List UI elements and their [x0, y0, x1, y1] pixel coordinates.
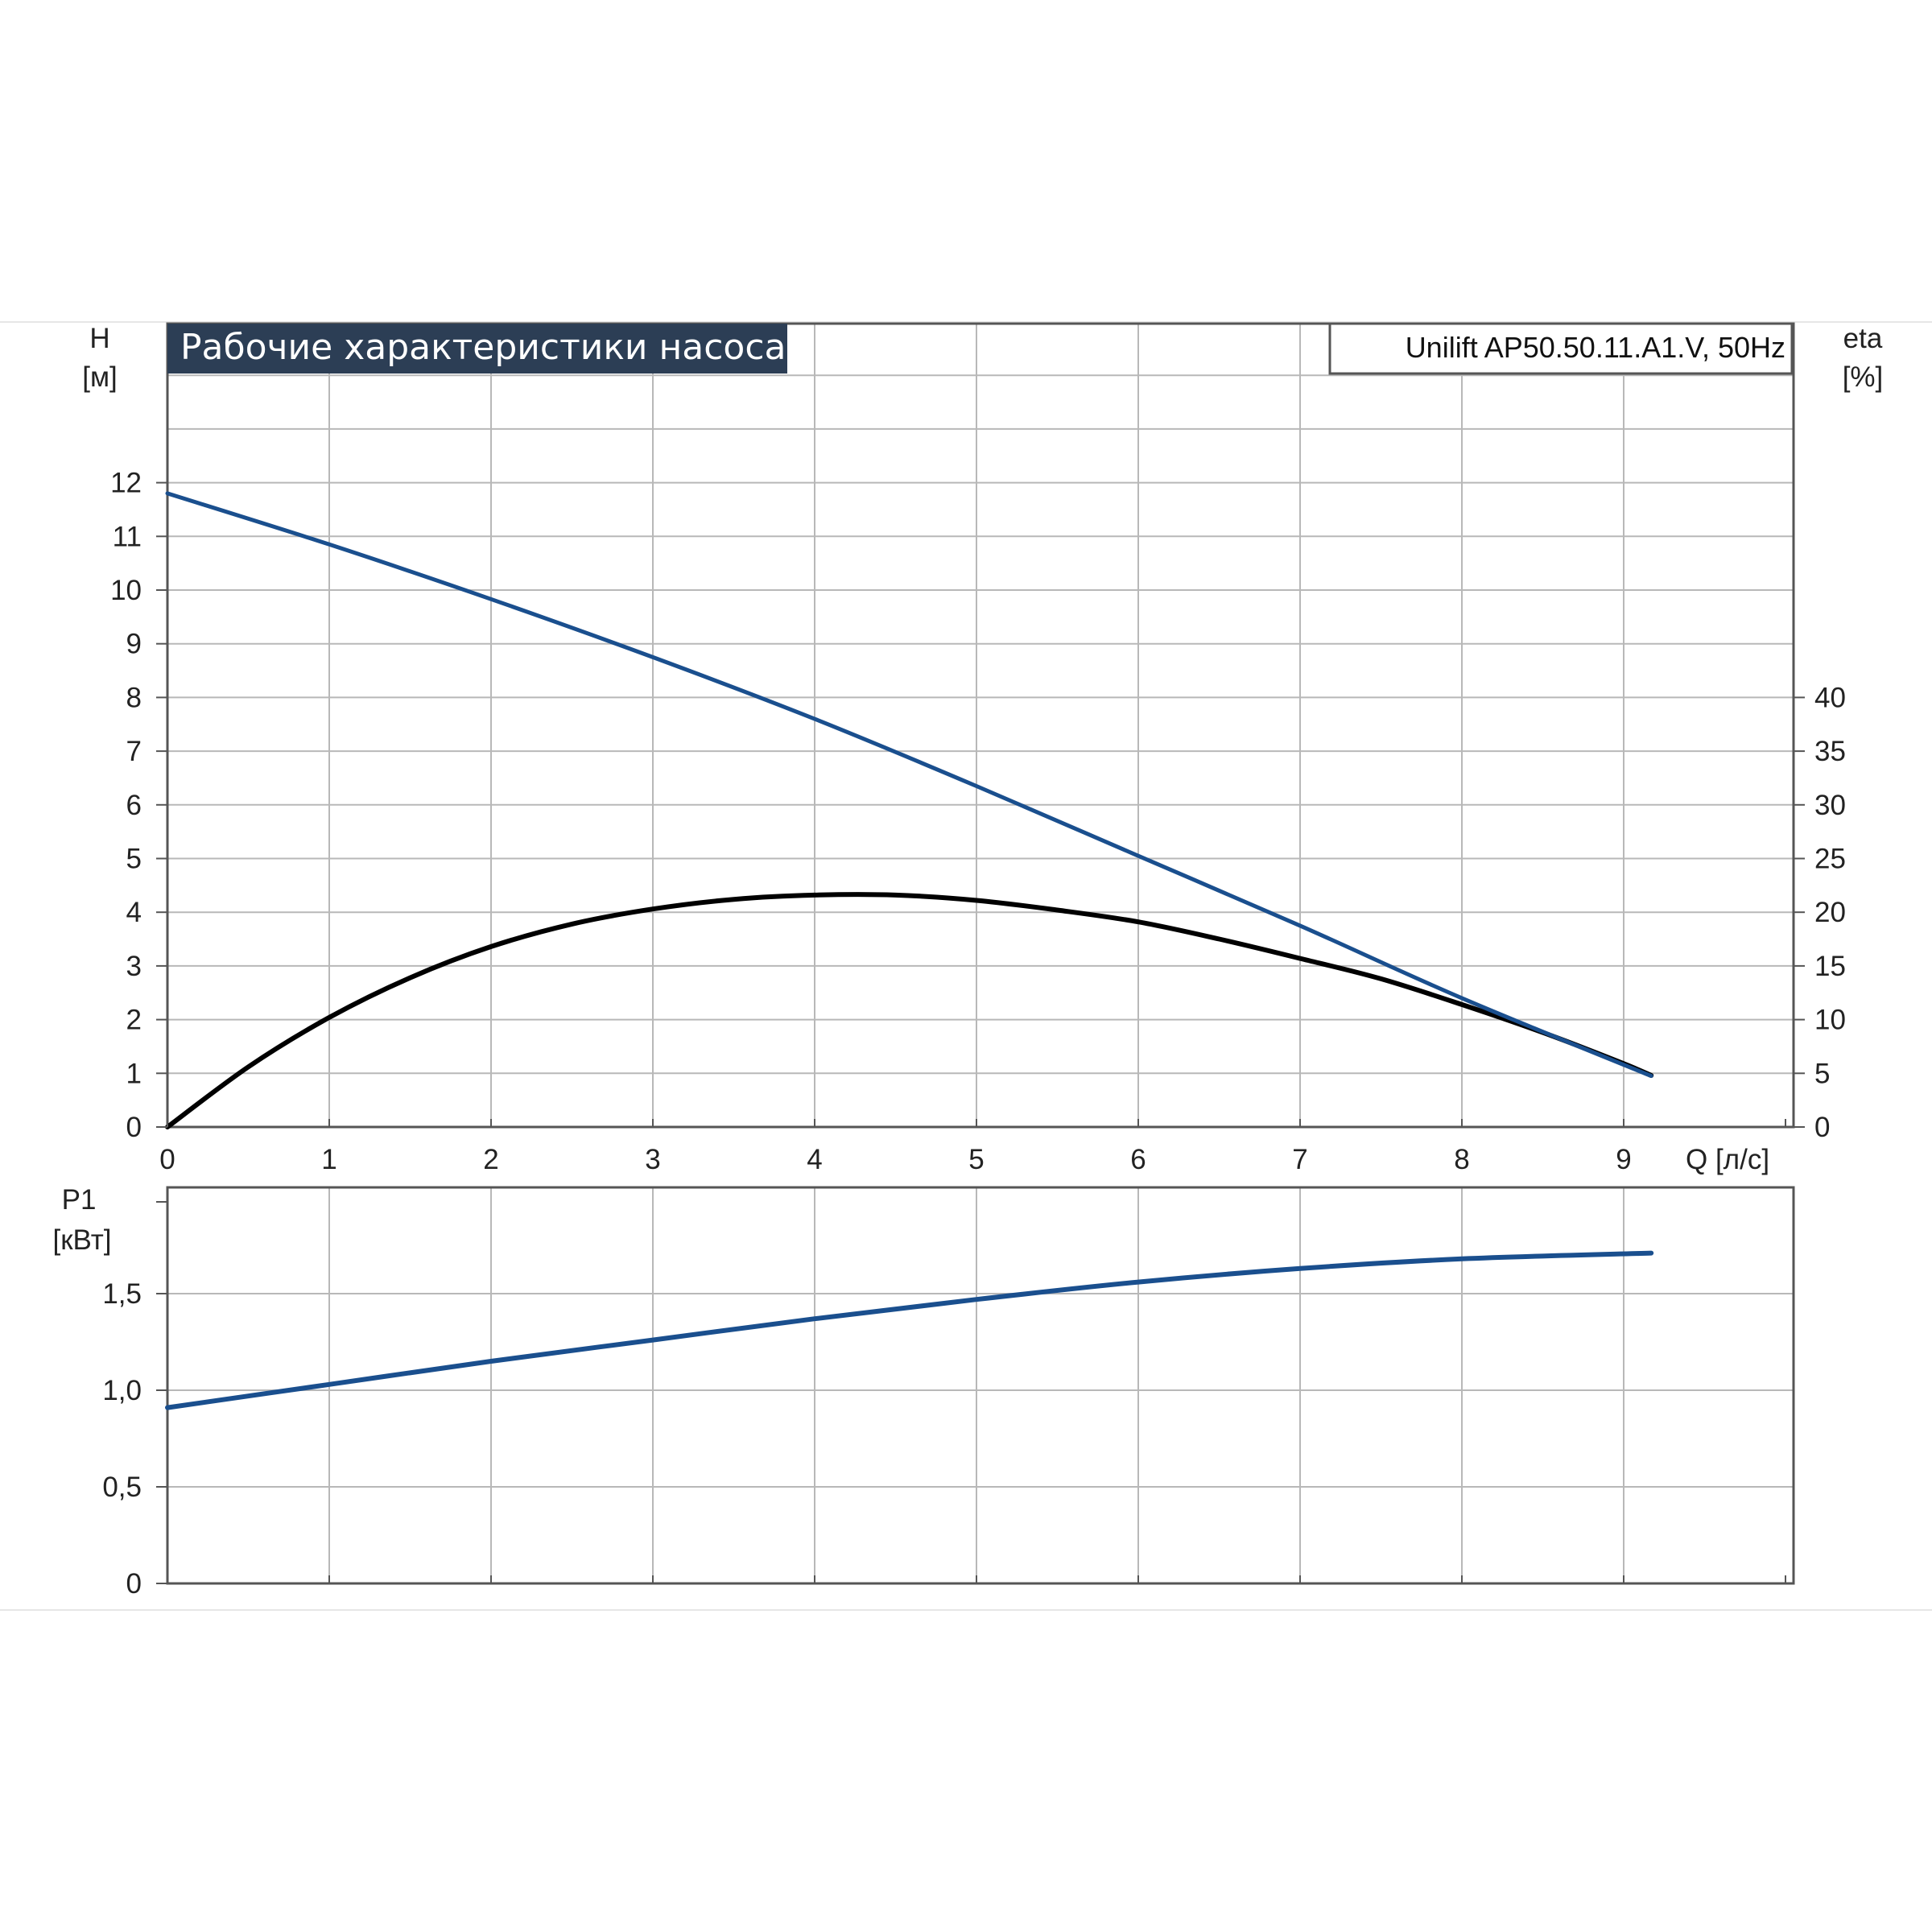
x-tick-label: 9	[1616, 1144, 1631, 1175]
y-left-tick-label: 10	[110, 575, 142, 606]
power-curve	[165, 1250, 1654, 1410]
y-right-tick-label: 0	[1814, 1112, 1830, 1143]
y-right-label-symbol: eta	[1843, 323, 1883, 354]
chart-title: Рабочие характеристики насоса	[180, 327, 786, 368]
x-tick-label: 7	[1292, 1144, 1307, 1175]
y-left-label-unit: [м]	[82, 361, 118, 393]
model-box	[1328, 322, 1794, 375]
x-tick-label: 5	[968, 1144, 984, 1175]
power-plot: 0 0,5 1,0 1,5 P1 [кВт]	[53, 1184, 1795, 1600]
x-tick-label: 0	[159, 1144, 175, 1175]
x-tick-label: 3	[645, 1144, 660, 1175]
bottom-plot-frame	[166, 1186, 1795, 1585]
model-label: Unilift AP50.50.11.A1.V, 50Hz	[1406, 331, 1785, 364]
y-right-tick-label: 30	[1814, 790, 1846, 821]
y-right-label-unit: [%]	[1843, 361, 1884, 393]
y-left-tick-label: 12	[110, 468, 142, 499]
top-plot-frame	[166, 322, 1795, 1129]
top-plot-grid	[167, 324, 1794, 1127]
y-left-tick-label: 11	[113, 521, 142, 552]
y-left-tick-label: 1	[126, 1058, 142, 1089]
y-right-tick-label: 35	[1814, 736, 1846, 767]
p1-label-symbol: P1	[62, 1184, 97, 1216]
x-tick-label: 2	[483, 1144, 498, 1175]
y-right-tick-label: 40	[1814, 682, 1846, 713]
y-right-tick-label: 25	[1814, 844, 1846, 875]
y-left-tick-label: 7	[126, 736, 142, 767]
y-left-tick-label: 8	[126, 682, 142, 713]
y-left-tick-label: 4	[126, 897, 142, 928]
y-right-tick-label: 15	[1814, 951, 1846, 982]
x-axis-label: Q [л/с]	[1686, 1144, 1769, 1175]
y-right-tick-label: 20	[1814, 897, 1846, 928]
x-tick-label: 8	[1454, 1144, 1469, 1175]
head-curve	[165, 491, 1653, 1079]
x-tick-label: 6	[1130, 1144, 1146, 1175]
bottom-plot-grid	[167, 1187, 1794, 1583]
y-right-tick-label: 10	[1814, 1005, 1846, 1036]
y-left-tick-label: 0	[126, 1112, 142, 1143]
p1-tick-label: 0,5	[102, 1472, 142, 1503]
y-left-tick-label: 2	[126, 1005, 142, 1036]
y-left-tick-label: 3	[126, 951, 142, 982]
p1-tick-label: 0	[126, 1568, 142, 1600]
y-left-tick-label: 9	[126, 629, 142, 660]
x-tick-label: 4	[807, 1144, 822, 1175]
p1-tick-label: 1,0	[102, 1375, 142, 1406]
y-left-tick-label: 6	[126, 790, 142, 821]
efficiency-curve	[165, 892, 1654, 1129]
title-banner	[167, 324, 787, 374]
y-left-tick-label: 5	[126, 844, 142, 875]
x-tick-label: 1	[321, 1144, 336, 1175]
y-right-tick-label: 5	[1814, 1058, 1830, 1089]
p1-tick-label: 1,5	[102, 1278, 142, 1310]
p1-label-unit: [кВт]	[53, 1224, 112, 1256]
y-left-label-symbol: H	[89, 323, 109, 354]
